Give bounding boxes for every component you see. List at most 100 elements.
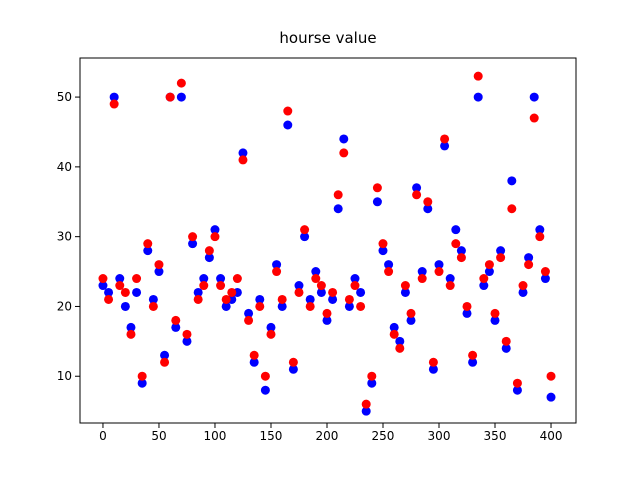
point: [479, 274, 489, 284]
point: [490, 315, 500, 325]
point: [188, 232, 198, 242]
point: [389, 322, 399, 332]
point: [126, 322, 136, 332]
point: [451, 239, 461, 249]
point: [249, 357, 259, 367]
point: [535, 225, 545, 235]
point: [288, 364, 298, 374]
point: [143, 239, 153, 249]
y-tick-label: 10: [57, 369, 72, 383]
point: [540, 267, 550, 277]
point: [546, 371, 556, 381]
point: [154, 260, 164, 270]
x-tick-label: 300: [428, 429, 451, 443]
point: [294, 287, 304, 297]
point: [535, 232, 545, 242]
point: [160, 350, 170, 360]
point: [356, 301, 366, 311]
point: [333, 190, 343, 200]
point: [496, 253, 506, 263]
point: [367, 378, 377, 388]
point: [412, 183, 422, 193]
point: [316, 287, 326, 297]
point: [120, 287, 130, 297]
point: [384, 267, 394, 277]
point: [361, 406, 371, 416]
point: [445, 274, 455, 284]
point: [524, 260, 534, 270]
point: [344, 294, 354, 304]
point: [98, 281, 108, 291]
point: [260, 385, 270, 395]
point: [507, 176, 517, 186]
y-tick-label: 40: [57, 160, 72, 174]
point: [305, 301, 315, 311]
point: [227, 287, 237, 297]
point: [204, 253, 214, 263]
point: [490, 308, 500, 318]
point: [210, 232, 220, 242]
point: [115, 274, 125, 284]
point: [266, 329, 276, 339]
point: [148, 294, 158, 304]
point: [473, 92, 483, 102]
point: [143, 246, 153, 256]
point: [255, 294, 265, 304]
point: [529, 92, 539, 102]
point: [384, 260, 394, 270]
point: [350, 281, 360, 291]
point: [546, 392, 556, 402]
point: [440, 141, 450, 151]
point: [294, 281, 304, 291]
point: [204, 246, 214, 256]
point: [462, 301, 472, 311]
point: [445, 281, 455, 291]
point: [98, 274, 108, 284]
point: [193, 287, 203, 297]
point: [468, 350, 478, 360]
point: [507, 204, 517, 214]
point: [221, 301, 231, 311]
point: [311, 267, 321, 277]
point: [305, 294, 315, 304]
point: [328, 294, 338, 304]
plot-frame: [79, 57, 577, 424]
x-tick-label: 200: [316, 429, 339, 443]
y-tick-label: 20: [57, 299, 72, 313]
point: [188, 239, 198, 249]
point: [132, 274, 142, 284]
point: [339, 148, 349, 158]
point: [283, 106, 293, 116]
point: [109, 99, 119, 109]
point: [417, 274, 427, 284]
x-tick-label: 100: [204, 429, 227, 443]
point: [176, 92, 186, 102]
point: [277, 294, 287, 304]
point: [322, 308, 332, 318]
point: [372, 197, 382, 207]
point: [171, 315, 181, 325]
point: [512, 385, 522, 395]
x-tick-label: 50: [151, 429, 166, 443]
point: [272, 267, 282, 277]
point: [456, 253, 466, 263]
point: [412, 190, 422, 200]
point: [171, 322, 181, 332]
point: [277, 301, 287, 311]
point: [311, 274, 321, 284]
point: [484, 267, 494, 277]
point: [484, 260, 494, 270]
point: [496, 246, 506, 256]
point: [199, 281, 209, 291]
point: [501, 343, 511, 353]
point: [406, 315, 416, 325]
point: [344, 301, 354, 311]
point: [423, 204, 433, 214]
point: [115, 281, 125, 291]
point: [423, 197, 433, 207]
point: [529, 113, 539, 123]
point: [339, 134, 349, 144]
x-tick-label: 0: [99, 429, 107, 443]
point: [109, 92, 119, 102]
